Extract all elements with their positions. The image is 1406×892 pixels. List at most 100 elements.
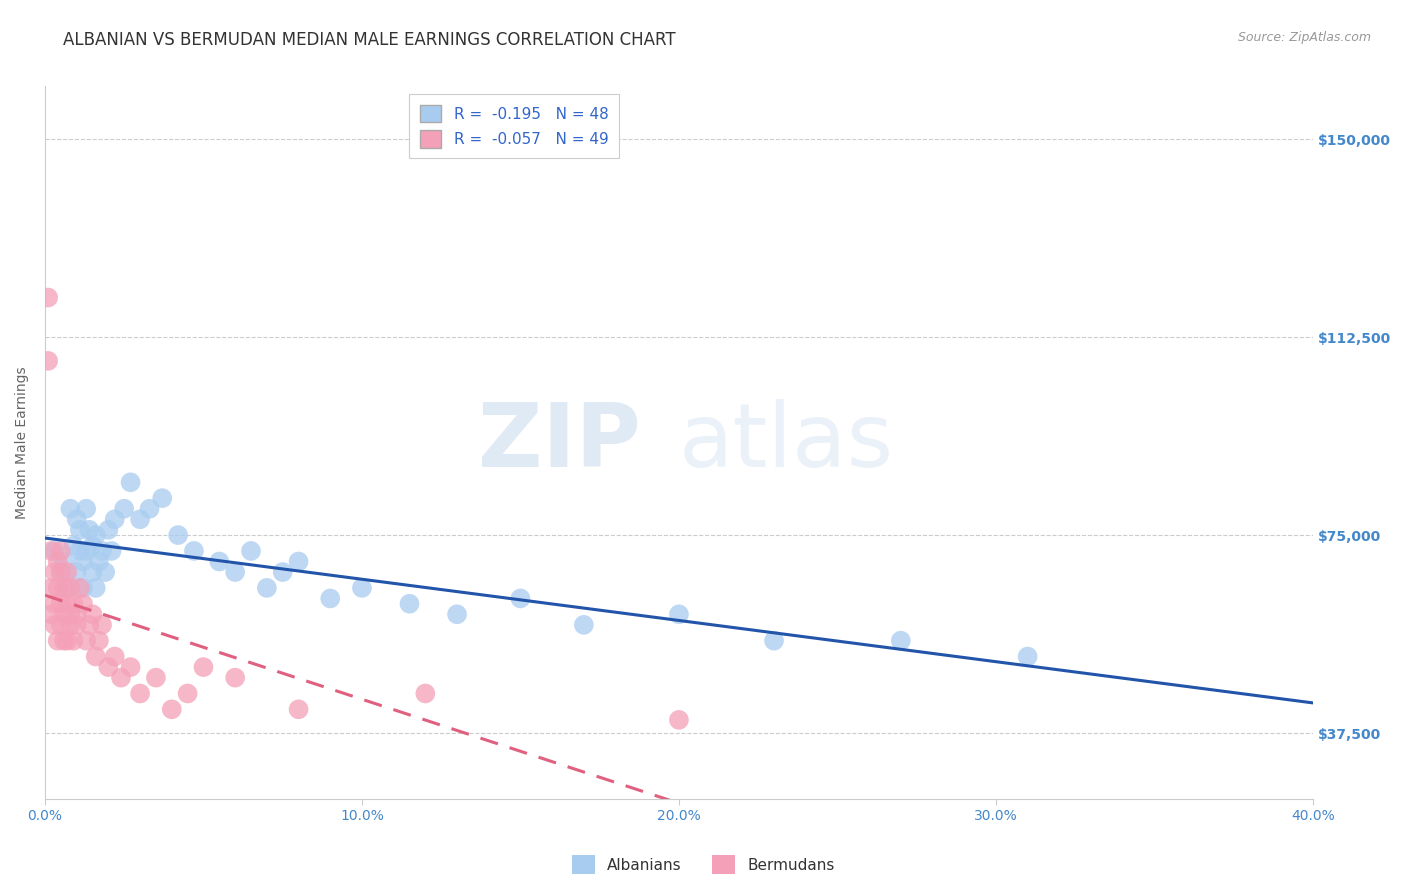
Text: Source: ZipAtlas.com: Source: ZipAtlas.com [1237,31,1371,45]
Point [46,554,69,568]
Point [39,607,62,622]
Point [69,544,91,558]
Point [97,523,120,537]
Point [59,607,82,622]
Point [82,565,104,579]
Point [62,633,84,648]
Point [208,554,231,568]
Point [37,291,59,305]
Point [160,702,183,716]
Point [104,512,127,526]
Point [398,597,420,611]
Point [79,618,101,632]
Point [176,686,198,700]
Point [59,501,82,516]
Point [104,649,127,664]
Point [145,671,167,685]
Point [66,607,89,622]
Point [319,591,342,606]
Point [84,649,107,664]
Text: ALBANIAN VS BERMUDAN MEDIAN MALE EARNINGS CORRELATION CHART: ALBANIAN VS BERMUDAN MEDIAN MALE EARNING… [63,31,676,49]
Text: ZIP: ZIP [478,400,641,486]
Point [49,565,72,579]
Point [75,544,97,558]
Point [129,686,152,700]
Point [87,554,110,568]
Point [271,565,294,579]
Point [509,591,531,606]
Point [46,581,69,595]
Point [44,618,66,632]
Point [193,660,215,674]
Point [46,633,69,648]
Legend: Albanians, Bermudans: Albanians, Bermudans [565,849,841,880]
Point [183,544,205,558]
Point [167,528,190,542]
Point [87,633,110,648]
Point [84,528,107,542]
Legend: R =  -0.195   N = 48, R =  -0.057   N = 49: R = -0.195 N = 48, R = -0.057 N = 49 [409,94,619,158]
Point [446,607,468,622]
Point [224,671,246,685]
Point [112,501,135,516]
Point [44,597,66,611]
Point [72,581,94,595]
Point [82,607,104,622]
Point [69,523,91,537]
Point [44,565,66,579]
Point [53,607,76,622]
Point [668,607,690,622]
Point [66,618,89,632]
Point [150,491,173,505]
Point [75,501,97,516]
Point [53,554,76,568]
Point [39,544,62,558]
Point [1017,649,1039,664]
Y-axis label: Median Male Earnings: Median Male Earnings [15,367,30,519]
Point [56,597,79,611]
Point [120,475,142,490]
Point [39,581,62,595]
Point [62,539,84,553]
Point [572,618,595,632]
Point [53,633,76,648]
Text: atlas: atlas [679,400,894,486]
Point [72,597,94,611]
Point [49,565,72,579]
Point [49,544,72,558]
Point [287,702,309,716]
Point [415,686,437,700]
Point [84,581,107,595]
Point [240,544,263,558]
Point [56,581,79,595]
Point [82,539,104,553]
Point [129,512,152,526]
Point [94,565,117,579]
Point [256,581,278,595]
Point [287,554,309,568]
Point [138,501,160,516]
Point [44,544,66,558]
Point [59,581,82,595]
Point [97,660,120,674]
Point [110,671,132,685]
Point [890,633,912,648]
Point [62,597,84,611]
Point [350,581,373,595]
Point [224,565,246,579]
Point [75,633,97,648]
Point [59,618,82,632]
Point [72,554,94,568]
Point [91,618,114,632]
Point [763,633,786,648]
Point [668,713,690,727]
Point [37,354,59,368]
Point [53,581,76,595]
Point [49,597,72,611]
Point [56,633,79,648]
Point [91,544,114,558]
Point [66,565,89,579]
Point [69,581,91,595]
Point [66,512,89,526]
Point [100,544,122,558]
